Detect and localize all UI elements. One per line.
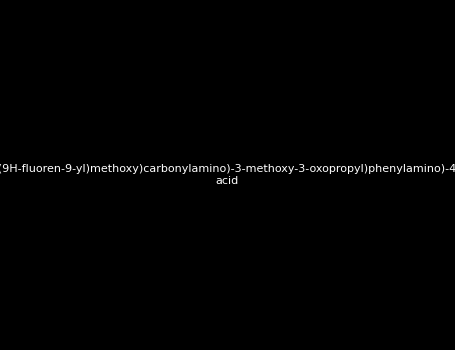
Text: (S)-4-(4-(2-(((9H-fluoren-9-yl)methoxy)carbonylamino)-3-methoxy-3-oxopropyl)phen: (S)-4-(4-(2-(((9H-fluoren-9-yl)methoxy)c…	[0, 164, 455, 186]
